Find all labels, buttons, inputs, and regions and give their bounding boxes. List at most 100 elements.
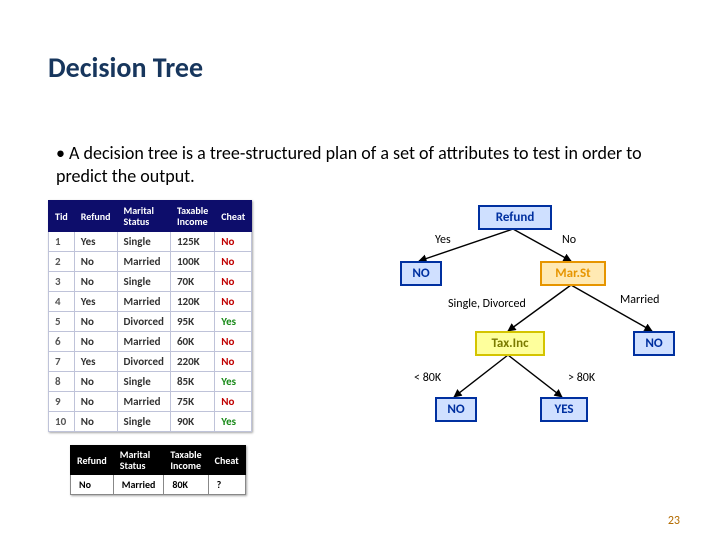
table-cell: No	[215, 352, 252, 372]
tree-node-marst: Mar.St	[540, 261, 606, 286]
table-cell: Divorced	[117, 312, 170, 332]
tree-node-no_b: NO	[435, 397, 477, 422]
query-table: RefundMaritalStatusTaxableIncomeCheat No…	[70, 445, 246, 495]
table-cell: Yes	[74, 232, 117, 252]
table-row: 7YesDivorced220KNo	[49, 352, 252, 372]
tree-edge-label: No	[562, 233, 576, 247]
query-header-cell: TaxableIncome	[164, 446, 208, 475]
table-cell: 90K	[170, 412, 214, 432]
tree-edge	[571, 285, 652, 331]
tree-node-no_r: NO	[633, 331, 675, 356]
table-cell: No	[215, 232, 252, 252]
table-cell: Married	[117, 292, 170, 312]
tree-node-refund: Refund	[478, 205, 552, 230]
table-cell: No	[74, 392, 117, 412]
tree-edge-label: Yes	[435, 233, 451, 247]
query-cell: ?	[208, 475, 245, 495]
table-cell: No	[215, 392, 252, 412]
table-header-cell: TaxableIncome	[170, 201, 214, 232]
table-row: 8NoSingle85KYes	[49, 372, 252, 392]
table-cell: Single	[117, 412, 170, 432]
tree-node-taxinc: Tax.Inc	[475, 331, 545, 356]
table-cell: 75K	[170, 392, 214, 412]
slide-title: Decision Tree	[48, 50, 203, 85]
table-header-cell: Refund	[74, 201, 117, 232]
tree-edge-label: Single, Divorced	[448, 297, 526, 311]
table-row: 10NoSingle90KYes	[49, 412, 252, 432]
table-cell: No	[215, 272, 252, 292]
table-cell: 3	[49, 272, 75, 292]
table-cell: No	[74, 332, 117, 352]
tree-edge	[508, 355, 562, 397]
table-cell: 70K	[170, 272, 214, 292]
query-header-cell: Cheat	[208, 446, 245, 475]
table-cell: 100K	[170, 252, 214, 272]
table-header-cell: Tid	[49, 201, 75, 232]
table-cell: Single	[117, 232, 170, 252]
tree-edge-label: > 80K	[568, 371, 595, 385]
query-cell: Married	[113, 475, 164, 495]
bullet-text: A decision tree is a tree-structured pla…	[56, 142, 664, 187]
table-cell: 220K	[170, 352, 214, 372]
table-cell: Yes	[74, 352, 117, 372]
tree-edge	[454, 355, 508, 397]
query-cell: 80K	[164, 475, 208, 495]
table-cell: No	[215, 292, 252, 312]
table-header-row: TidRefundMaritalStatusTaxableIncomeCheat	[49, 201, 252, 232]
table-cell: No	[74, 272, 117, 292]
table-row: 3NoSingle70KNo	[49, 272, 252, 292]
table-cell: No	[215, 252, 252, 272]
query-header-row: RefundMaritalStatusTaxableIncomeCheat	[71, 446, 246, 475]
table-cell: 5	[49, 312, 75, 332]
table-cell: Married	[117, 332, 170, 352]
tree-node-no_l: NO	[400, 261, 442, 286]
table-cell: Single	[117, 272, 170, 292]
query-cell: No	[71, 475, 114, 495]
table-cell: 120K	[170, 292, 214, 312]
table-cell: 8	[49, 372, 75, 392]
table-cell: Yes	[215, 312, 252, 332]
table-cell: Yes	[215, 372, 252, 392]
table-row: 4YesMarried120KNo	[49, 292, 252, 312]
tree-edges	[340, 205, 690, 445]
table-cell: Single	[117, 372, 170, 392]
table-cell: Yes	[215, 412, 252, 432]
query-header-cell: Refund	[71, 446, 114, 475]
query-row: NoMarried80K?	[71, 475, 246, 495]
table-cell: 2	[49, 252, 75, 272]
table-cell: No	[74, 412, 117, 432]
table-cell: No	[74, 312, 117, 332]
table-cell: 7	[49, 352, 75, 372]
tree-node-yes_b: YES	[540, 397, 588, 422]
tree-edge-label: Married	[620, 293, 659, 307]
tree-edge	[419, 229, 513, 261]
table-row: 6NoMarried60KNo	[49, 332, 252, 352]
table-cell: 85K	[170, 372, 214, 392]
table-row: 1YesSingle125KNo	[49, 232, 252, 252]
table-cell: No	[215, 332, 252, 352]
table-header-cell: Cheat	[215, 201, 252, 232]
table-cell: 95K	[170, 312, 214, 332]
table-row: 9NoMarried75KNo	[49, 392, 252, 412]
table-cell: No	[74, 252, 117, 272]
table-cell: 125K	[170, 232, 214, 252]
table-cell: Divorced	[117, 352, 170, 372]
table-header-cell: MaritalStatus	[117, 201, 170, 232]
page-number: 23	[668, 514, 680, 528]
decision-tree-diagram: Refund NO Mar.St Tax.Inc NO NO YES Yes No Single…	[340, 205, 690, 445]
table-cell: 6	[49, 332, 75, 352]
table-cell: Married	[117, 392, 170, 412]
table-cell: 9	[49, 392, 75, 412]
table-cell: 4	[49, 292, 75, 312]
table-cell: 60K	[170, 332, 214, 352]
table-cell: Married	[117, 252, 170, 272]
query-header-cell: MaritalStatus	[113, 446, 164, 475]
table-row: 2NoMarried100KNo	[49, 252, 252, 272]
table-row: 5NoDivorced95KYes	[49, 312, 252, 332]
table-cell: 1	[49, 232, 75, 252]
training-data-table: TidRefundMaritalStatusTaxableIncomeCheat…	[48, 200, 252, 432]
table-cell: Yes	[74, 292, 117, 312]
table-cell: No	[74, 372, 117, 392]
table-cell: 10	[49, 412, 75, 432]
tree-edge-label: < 80K	[414, 371, 441, 385]
